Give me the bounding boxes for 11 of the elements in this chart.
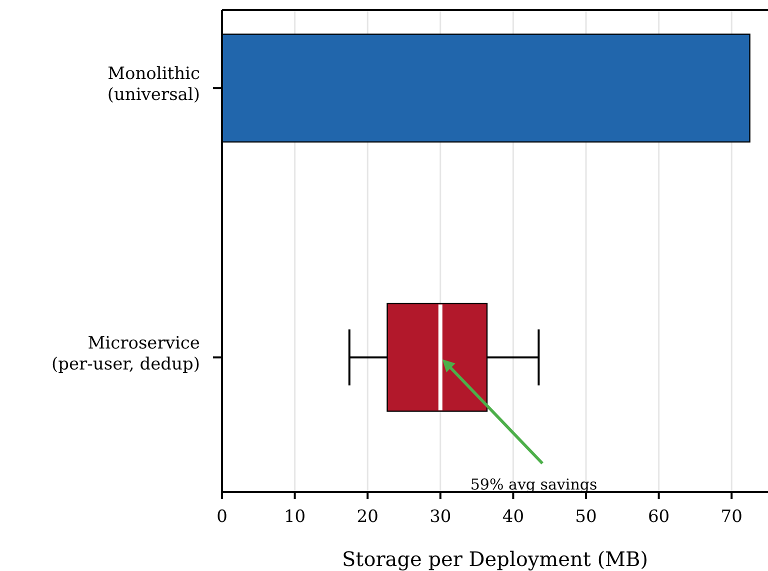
x-tick-label: 0 [216,507,228,527]
x-tick-label: 60 [648,507,670,527]
x-tick-label: 70 [720,507,742,527]
y-tick-label: Microservice (per-user, dedup) [51,333,200,374]
x-axis-title: Storage per Deployment (MB) [342,547,648,571]
x-tick-label: 50 [575,507,597,527]
y-tick-label: Monolithic (universal) [107,64,200,106]
x-tick-label: 30 [430,507,452,527]
x-tick-label: 20 [356,507,378,527]
x-tick-label: 40 [502,507,524,527]
x-tick-label: 10 [284,507,306,527]
